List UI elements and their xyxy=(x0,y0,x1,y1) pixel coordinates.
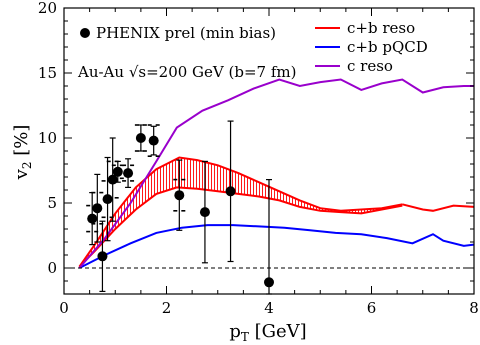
c-b-reso-lower-line xyxy=(78,186,403,268)
x-tick-label: 8 xyxy=(469,299,479,317)
data-point xyxy=(97,220,108,292)
x-axis-label: pT [GeV] xyxy=(229,321,306,344)
band-layer xyxy=(79,157,403,267)
data-point-marker xyxy=(174,190,185,201)
annotation-phenix: PHENIX prel (min bias) xyxy=(96,24,276,42)
y-tick-label: 0 xyxy=(47,259,57,277)
data-point-marker xyxy=(87,213,98,224)
data-point-marker xyxy=(123,168,134,179)
x-axis-label-unit: [GeV] xyxy=(249,321,307,342)
data-point xyxy=(91,173,104,243)
x-axis-label-sub: T xyxy=(241,330,249,344)
series-layer xyxy=(78,78,474,269)
y-tick-label: 10 xyxy=(38,129,57,147)
annotation-marker-icon xyxy=(80,28,90,38)
data-points-layer xyxy=(86,120,274,295)
y-tick-label: 5 xyxy=(47,194,57,212)
legend-label-c-reso: c reso xyxy=(347,57,393,75)
c-b-reso-band xyxy=(79,157,403,267)
c-b-reso-upper-line xyxy=(78,156,403,268)
x-tick-label: 6 xyxy=(367,299,377,317)
data-point-marker xyxy=(264,277,274,288)
data-point-marker xyxy=(225,186,236,197)
y-axis-label-unit: [%] xyxy=(11,125,32,162)
data-point-marker xyxy=(102,194,113,205)
legend: c+b reso c+b pQCD c reso xyxy=(315,19,428,75)
x-tick-label: 4 xyxy=(264,299,274,317)
data-point xyxy=(106,137,119,222)
data-point xyxy=(199,160,210,264)
data-point xyxy=(134,124,147,152)
data-point-marker xyxy=(92,203,103,214)
data-point xyxy=(173,159,186,231)
data-point xyxy=(147,124,160,157)
data-point xyxy=(122,158,135,188)
y-tick-label: 20 xyxy=(38,0,57,17)
y-axis-label-sub: 2 xyxy=(20,162,34,170)
y-axis-label: v2 [%] xyxy=(11,125,34,181)
c-b-reso-tail-line xyxy=(402,203,474,212)
data-point-marker xyxy=(97,251,108,262)
annotation-collision: Au-Au √s=200 GeV (b=7 fm) xyxy=(77,63,296,81)
x-tick-label: 2 xyxy=(162,299,172,317)
data-point-marker xyxy=(112,166,123,177)
data-point-marker xyxy=(148,135,159,146)
data-point-marker xyxy=(199,207,210,218)
data-point xyxy=(225,120,236,263)
data-point xyxy=(111,160,124,183)
legend-label-c-b-reso: c+b reso xyxy=(347,19,415,37)
y-tick-label: 15 xyxy=(38,64,57,82)
ticks-layer: 0 2 4 6 8 0 5 10 15 20 xyxy=(38,0,479,317)
x-tick-label: 0 xyxy=(59,299,69,317)
data-point xyxy=(86,192,99,246)
legend-label-c-b-pqcd: c+b pQCD xyxy=(347,38,428,56)
data-point-marker xyxy=(135,133,146,143)
c-b-pqcd-line xyxy=(78,224,474,269)
c-reso-line xyxy=(78,78,474,269)
